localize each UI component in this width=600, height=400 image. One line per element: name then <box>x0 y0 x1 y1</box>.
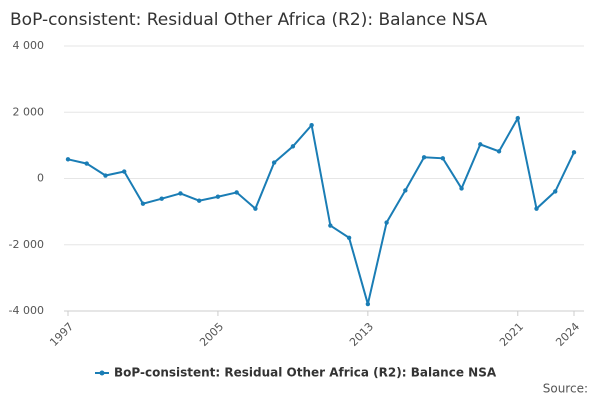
point <box>215 194 221 199</box>
point <box>515 116 520 121</box>
y-tick-label: 2 000 <box>13 105 45 118</box>
point <box>178 191 183 196</box>
y-tick-label: 4 000 <box>13 39 45 52</box>
point <box>403 188 408 193</box>
point <box>271 160 277 165</box>
x-tick-label: 2005 <box>197 320 226 349</box>
point <box>253 206 258 211</box>
point <box>553 189 558 194</box>
point <box>65 157 71 162</box>
x-tick-label: 2013 <box>347 320 376 349</box>
source: Source: <box>543 382 588 396</box>
series-line <box>67 115 575 305</box>
point <box>421 155 427 160</box>
point <box>196 198 202 203</box>
point <box>440 156 446 161</box>
point <box>103 173 108 178</box>
point <box>384 220 389 225</box>
y-tick-label: 0 <box>37 172 44 185</box>
x-tick-label: 1997 <box>47 320 76 349</box>
point <box>496 149 502 154</box>
y-tick-label: -4 000 <box>9 304 44 317</box>
point <box>478 142 483 147</box>
point <box>290 144 296 149</box>
point <box>234 190 239 195</box>
legend-label: BoP-consistent: Residual Other Africa (R… <box>114 366 497 380</box>
point <box>346 235 352 240</box>
point <box>122 169 127 174</box>
point <box>309 122 314 128</box>
point <box>534 206 539 211</box>
point <box>365 301 371 307</box>
point <box>571 150 577 155</box>
legend-marker <box>99 370 105 376</box>
chart-title: BoP-consistent: Residual Other Africa (R… <box>10 10 488 30</box>
y-tick-label: -2 000 <box>9 238 44 251</box>
point <box>459 186 464 191</box>
point <box>159 196 164 201</box>
point <box>84 161 89 166</box>
x-tick-label: 2021 <box>497 320 526 349</box>
point <box>328 223 333 228</box>
x-tick-label: 2024 <box>553 320 582 349</box>
point <box>140 201 146 206</box>
